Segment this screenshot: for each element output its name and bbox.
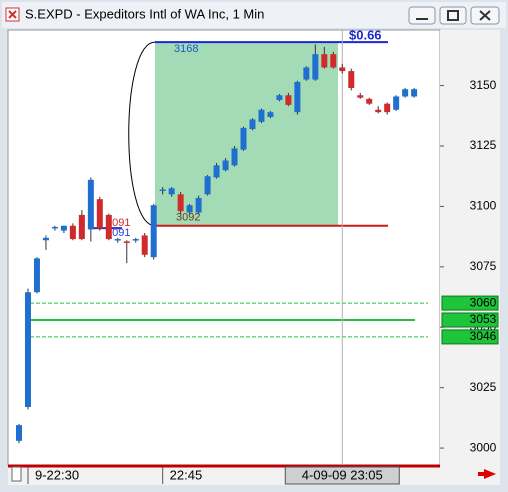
range-high-label: 3168: [174, 43, 198, 55]
candle-body: [51, 226, 58, 229]
level-tag: [441, 312, 499, 328]
x-tick-label: 4-09-09 23:05: [302, 467, 383, 482]
x-tick-label: 9-22:30: [35, 467, 79, 482]
candle-body: [402, 89, 409, 97]
candle-body: [384, 103, 391, 113]
candle-body: [276, 95, 283, 101]
candle-body: [357, 95, 364, 98]
candle-body: [222, 160, 229, 171]
level-tag: [441, 329, 499, 345]
window-title: S.EXPD - Expeditors Intl of WA Inc, 1 Mi…: [25, 6, 264, 21]
time-axis: [8, 465, 500, 485]
candle-body: [204, 176, 211, 195]
window-icon-mark: [8, 10, 17, 19]
candle-body: [213, 165, 220, 178]
candle-body: [69, 225, 76, 240]
candle-body: [87, 179, 94, 230]
range-low-label: 3092: [176, 212, 200, 224]
range-bracket: [128, 41, 156, 227]
candle-body: [348, 71, 355, 88]
y-tick-label: 3025: [470, 380, 497, 394]
y-tick-label: 3000: [470, 440, 497, 454]
scroll-box[interactable]: [11, 466, 22, 482]
level-label: 3053: [470, 312, 497, 326]
candle-body: [159, 189, 166, 191]
y-tick-label: 3125: [470, 138, 497, 152]
window-buttons[interactable]: [408, 6, 500, 25]
minimize-button[interactable]: [408, 6, 436, 25]
candle-body: [303, 67, 310, 80]
candle-body: [330, 54, 337, 68]
candle-body: [42, 237, 49, 241]
candle-body: [114, 239, 121, 241]
x-tick-label: 22:45: [170, 467, 203, 482]
y-tick-label: 3100: [470, 199, 497, 213]
cursor-time-box: [284, 466, 400, 485]
candle-body: [312, 54, 319, 80]
candle-body: [78, 214, 85, 240]
candle-body: [285, 95, 292, 105]
candle-body: [177, 194, 184, 212]
scroll-arrow[interactable]: [478, 469, 496, 479]
candle-body: [375, 109, 382, 113]
candle-body: [150, 205, 157, 258]
maximize-button[interactable]: [439, 6, 467, 25]
marker-label: 3091: [106, 217, 130, 229]
candle-body: [186, 205, 193, 213]
maximize-icon: [447, 10, 459, 21]
candle-body: [105, 214, 112, 240]
marker-label: 3091: [106, 227, 130, 239]
candle-body: [141, 235, 148, 255]
candle-body: [132, 239, 139, 241]
candle-body: [240, 127, 247, 150]
candle-body: [321, 54, 328, 68]
level-label: 3060: [470, 295, 497, 309]
candle-body: [249, 119, 256, 130]
candle-body: [366, 98, 373, 104]
price-axis: [440, 30, 500, 465]
candle-body: [393, 96, 400, 110]
candle-body: [258, 109, 265, 122]
gain-label: $0.66: [349, 28, 382, 43]
candle-body: [267, 112, 274, 117]
candle-body: [339, 67, 346, 72]
candle-body: [33, 258, 40, 293]
y-tick-label: 3150: [470, 78, 497, 92]
close-icon: [479, 10, 491, 21]
candle-body: [16, 425, 22, 441]
candle-body: [60, 225, 67, 231]
candle-body: [168, 188, 175, 195]
candle-body: [231, 148, 238, 166]
level-label: 3046: [470, 329, 497, 343]
level-tag: [441, 295, 499, 311]
y-tick-label: 3075: [470, 259, 497, 273]
candle-body: [123, 241, 130, 243]
candle-body: [96, 199, 103, 229]
candle-body: [195, 197, 202, 213]
candle-body: [411, 89, 418, 97]
candle-body: [294, 81, 301, 113]
candle-body: [24, 292, 31, 407]
